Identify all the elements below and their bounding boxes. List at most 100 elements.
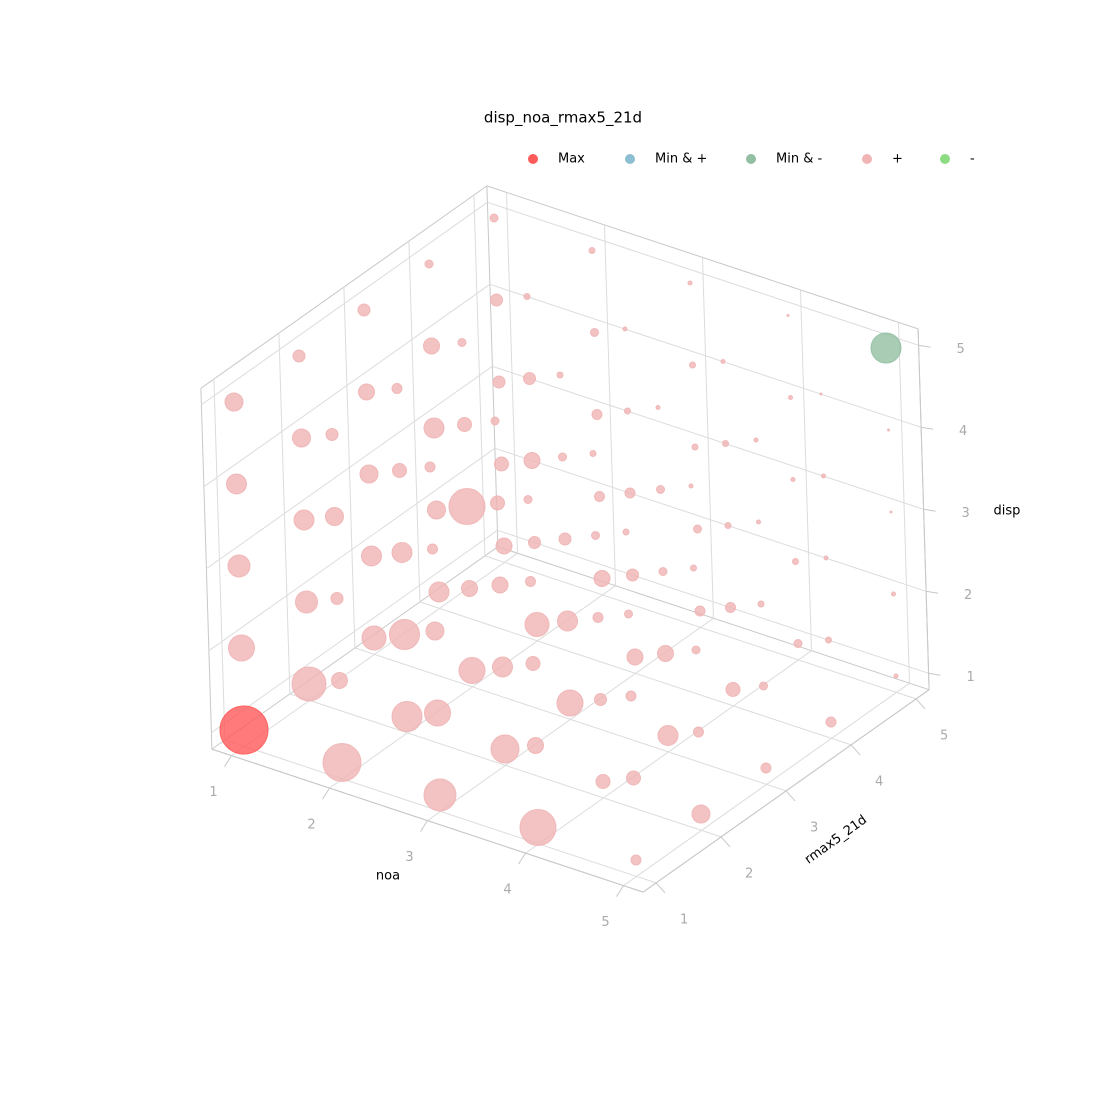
chart-title: disp_noa_rmax5_21d <box>484 109 642 128</box>
x-tick-label: 2 <box>307 818 315 833</box>
y-tick-label: 4 <box>875 774 883 789</box>
z-tick <box>923 508 936 512</box>
data-point <box>558 452 567 462</box>
data-point <box>588 247 596 254</box>
data-point <box>391 542 413 563</box>
data-point <box>725 602 736 613</box>
data-point <box>790 477 796 482</box>
legend-marker <box>862 154 872 164</box>
data-point <box>760 762 772 774</box>
data-point <box>694 605 706 617</box>
data-point <box>492 375 506 389</box>
legend-marker <box>940 154 950 164</box>
data-point <box>792 558 799 565</box>
data-point <box>528 536 541 549</box>
grid-line <box>211 529 498 734</box>
data-point <box>819 392 823 396</box>
legend-marker <box>625 154 635 164</box>
grid-line <box>419 601 852 746</box>
data-point <box>759 681 768 691</box>
data-point <box>524 612 550 637</box>
z-tick <box>921 426 934 430</box>
data-point <box>557 610 578 632</box>
y-tick <box>850 744 861 756</box>
data-point <box>228 634 255 662</box>
data-point <box>424 699 451 727</box>
y-tick-label: 2 <box>745 866 753 881</box>
data-point <box>389 619 420 650</box>
data-point <box>427 543 438 555</box>
x-tick <box>420 820 428 832</box>
data-point <box>590 328 599 337</box>
data-point <box>219 705 269 755</box>
data-point <box>690 564 697 572</box>
x-tick-label: 5 <box>601 915 609 930</box>
data-point <box>359 464 379 484</box>
data-point <box>227 554 251 578</box>
data-point <box>358 383 375 401</box>
data-point <box>722 440 729 447</box>
data-point <box>523 293 531 300</box>
data-point <box>519 809 557 846</box>
data-point <box>626 770 641 786</box>
data-point <box>593 570 611 587</box>
data-point <box>693 524 702 534</box>
data-point <box>226 473 247 495</box>
data-point <box>525 656 541 671</box>
x-tick-label: 3 <box>405 850 413 865</box>
data-point <box>893 673 899 679</box>
legend-label: Min & - <box>776 152 822 167</box>
data-point <box>523 452 541 469</box>
data-point <box>523 372 536 385</box>
data-point <box>725 682 741 697</box>
data-point <box>655 405 661 410</box>
data-point <box>325 428 339 441</box>
z-tick-label: 2 <box>964 588 972 603</box>
data-point <box>688 483 694 489</box>
data-point <box>392 463 407 478</box>
data-point <box>457 338 467 347</box>
x-tick-label: 1 <box>209 785 217 800</box>
data-point <box>657 725 679 746</box>
y-tick-label: 1 <box>680 912 688 927</box>
data-point <box>391 701 423 732</box>
data-point <box>491 576 509 594</box>
data-point <box>793 639 803 648</box>
data-point <box>658 567 668 576</box>
data-point <box>224 392 244 412</box>
data-point <box>293 509 315 531</box>
z-axis-label: disp <box>994 504 1021 519</box>
data-point <box>622 528 630 536</box>
grid-line <box>487 201 919 346</box>
data-point <box>691 443 699 451</box>
data-point <box>891 591 896 597</box>
data-point <box>428 581 450 603</box>
data-point <box>490 293 503 307</box>
y-tick <box>785 790 796 802</box>
data-point <box>461 580 478 597</box>
data-point <box>626 568 639 582</box>
data-point <box>624 487 636 499</box>
data-point <box>523 495 533 504</box>
data-point <box>657 645 674 662</box>
data-point <box>594 693 607 706</box>
data-point <box>361 625 387 651</box>
data-point <box>490 495 505 511</box>
data-point <box>427 500 446 520</box>
data-point <box>622 326 628 332</box>
grid-line <box>354 647 787 792</box>
grid-line <box>208 447 496 652</box>
data-point <box>594 491 605 502</box>
x-tick <box>322 787 330 800</box>
data-point <box>292 428 311 448</box>
data-point <box>291 666 327 702</box>
data-point <box>525 576 536 587</box>
data-point <box>656 485 665 494</box>
data-point <box>490 734 520 764</box>
data-point <box>424 461 436 473</box>
data-point <box>624 407 631 415</box>
data-point <box>821 473 826 479</box>
data-point <box>357 303 371 317</box>
z-tick-label: 5 <box>956 342 964 357</box>
